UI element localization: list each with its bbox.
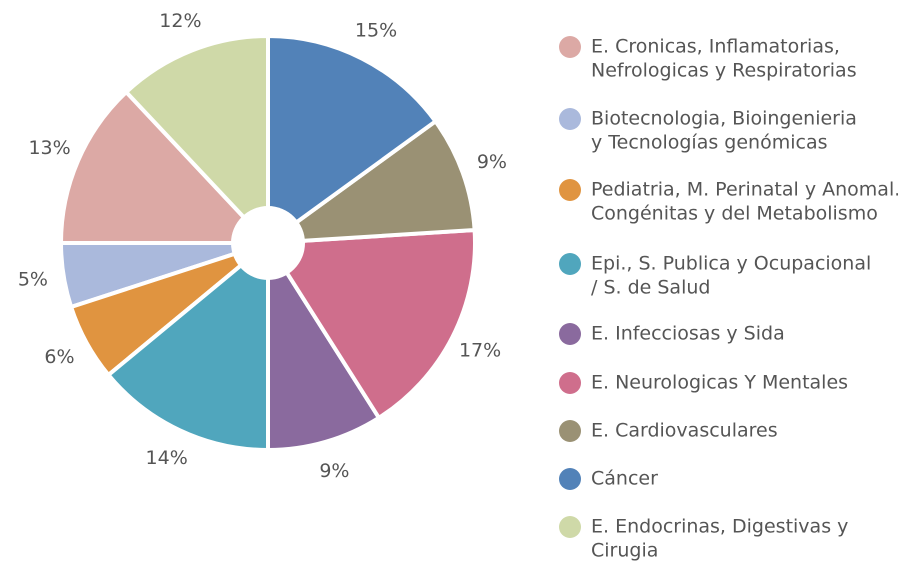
data-label: 9% (477, 151, 507, 173)
legend-label: Congénitas y del Metabolismo (591, 203, 878, 225)
data-label: 12% (159, 10, 201, 32)
legend-swatch (559, 420, 581, 442)
data-label: 13% (28, 137, 70, 159)
legend-label: Pediatria, M. Perinatal y Anomal. (591, 179, 898, 201)
pie-slice (123, 33, 270, 249)
donut-hole (231, 206, 305, 280)
legend-swatch (559, 36, 581, 58)
legend-label: E. Infecciosas y Sida (591, 323, 785, 345)
data-label: 15% (355, 19, 397, 41)
legend-swatch (559, 108, 581, 130)
legend-label: y Tecnologías genómicas (591, 132, 827, 154)
legend-label: E. Neurologicas Y Mentales (591, 372, 848, 394)
data-label: 17% (459, 340, 501, 362)
data-label: 6% (44, 346, 74, 368)
legend-label: Biotecnologia, Bioingenieria (591, 108, 857, 130)
legend-label: Cirugia (591, 540, 658, 562)
legend-swatch (559, 179, 581, 201)
legend-label: Epi., S. Publica y Ocupacional (591, 253, 871, 275)
legend-label: Cáncer (591, 468, 658, 490)
legend-label: E. Cardiovasculares (591, 420, 778, 442)
pie-slice (266, 33, 439, 247)
data-label: 14% (146, 447, 188, 469)
legend-label: E. Endocrinas, Digestivas y (591, 516, 848, 538)
legend-swatch (559, 372, 581, 394)
legend-swatch (559, 253, 581, 275)
pie-slice (266, 236, 382, 453)
pie-slice (264, 227, 477, 421)
legend-swatch (559, 468, 581, 490)
legend-label: / S. de Salud (591, 277, 710, 299)
data-label: 5% (18, 269, 48, 291)
legend-swatch (559, 516, 581, 538)
pie-slice (58, 89, 273, 245)
legend-label: Nefrologicas y Respiratorias (591, 60, 857, 82)
legend-swatch (559, 323, 581, 345)
data-label: 9% (319, 460, 349, 482)
pie-slice (105, 238, 270, 453)
pie-slice (261, 118, 477, 246)
legend-label: E. Cronicas, Inflamatorias, (591, 36, 840, 58)
